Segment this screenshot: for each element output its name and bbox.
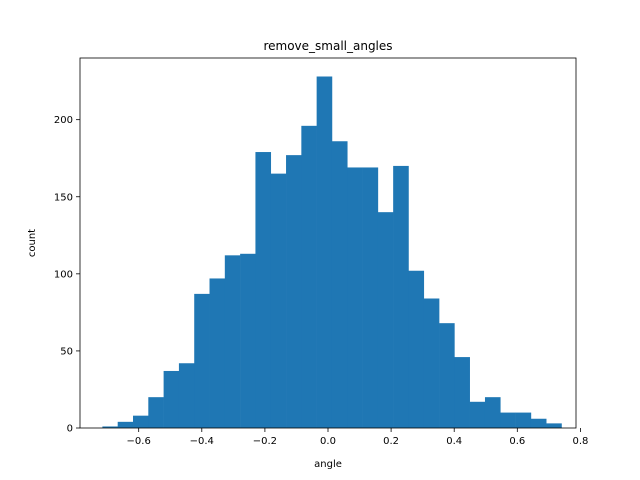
chart-title: remove_small_angles: [263, 39, 392, 53]
histogram-bar: [423, 298, 440, 428]
histogram-bar: [393, 165, 409, 429]
y-tick-label: 100: [54, 269, 73, 280]
histogram-bar: [255, 152, 272, 429]
histogram-bar: [163, 370, 180, 428]
histogram-bar: [209, 278, 226, 428]
histogram-bar: [377, 212, 394, 428]
histogram-bar: [530, 418, 547, 428]
histogram-bar: [194, 293, 210, 429]
histogram-bar: [347, 167, 363, 428]
histogram-bar: [331, 141, 348, 428]
y-tick-label: 0: [67, 424, 73, 435]
histogram-bar: [515, 412, 532, 428]
y-axis-label: count: [27, 229, 38, 257]
x-tick-label: 0.8: [572, 436, 588, 447]
x-tick-label: 0.6: [509, 436, 525, 447]
x-axis-label: angle: [314, 459, 342, 470]
histogram-bar: [316, 76, 333, 428]
x-tick-label: 0.2: [383, 436, 399, 447]
histogram-bar: [454, 357, 470, 428]
y-axis-ticks: 0 50 100 150 200: [54, 115, 80, 435]
histogram-bar: [240, 253, 256, 428]
histogram-bar: [301, 125, 317, 428]
histogram-bar: [133, 415, 149, 428]
histogram-bar: [224, 255, 241, 428]
x-tick-label: 0.0: [320, 436, 336, 447]
x-tick-label: −0.6: [127, 436, 151, 447]
histogram-bar: [102, 426, 118, 428]
histogram-bar: [500, 412, 516, 428]
histogram-bar: [178, 363, 195, 428]
y-tick-label: 200: [54, 115, 73, 126]
x-tick-label: −0.4: [190, 436, 214, 447]
histogram-bar: [286, 155, 302, 429]
histogram-bar: [408, 270, 425, 428]
histogram-bar: [469, 401, 486, 428]
histogram-bar: [484, 397, 501, 428]
histogram-bar: [362, 167, 379, 428]
bars-group: [102, 76, 562, 429]
histogram-bar: [546, 423, 562, 429]
y-tick-label: 50: [60, 346, 73, 357]
y-tick-label: 150: [54, 192, 73, 203]
x-tick-label: 0.4: [446, 436, 462, 447]
histogram-bar: [439, 323, 455, 428]
x-axis-ticks: −0.6 −0.4 −0.2 0.0 0.2 0.4 0.6 0.8: [127, 428, 588, 447]
histogram-bar: [117, 421, 134, 428]
histogram-bar: [148, 397, 164, 428]
x-tick-label: −0.2: [253, 436, 277, 447]
histogram-bar: [270, 173, 287, 429]
